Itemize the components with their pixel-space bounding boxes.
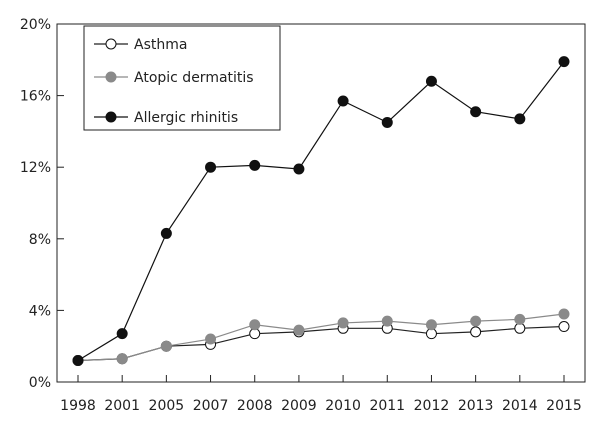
data-point — [514, 113, 526, 125]
x-tick-label: 2011 — [369, 398, 405, 414]
series-layer — [72, 56, 570, 367]
data-point — [425, 75, 437, 87]
series-line — [77, 61, 565, 362]
legend-label: Atopic dermatitis — [134, 70, 254, 86]
data-point — [470, 106, 482, 118]
data-point — [558, 308, 570, 320]
x-tick-label: 2009 — [281, 398, 317, 414]
x-tick-label: 2005 — [149, 398, 185, 414]
legend-marker — [105, 111, 117, 123]
series-line — [77, 325, 565, 362]
x-tick-label: 2001 — [104, 398, 140, 414]
series-line — [77, 313, 565, 362]
data-point — [381, 116, 393, 128]
y-tick-label: 16% — [20, 89, 51, 105]
data-point — [470, 326, 482, 338]
legend-box — [83, 25, 281, 131]
data-point — [116, 328, 128, 340]
legend-entry: Asthma — [94, 37, 187, 53]
data-point — [249, 159, 261, 171]
x-tick-label: 2013 — [458, 398, 494, 414]
data-point — [337, 317, 349, 329]
legend-label: Asthma — [134, 37, 187, 53]
y-tick-label: 12% — [20, 160, 51, 176]
data-point — [116, 353, 128, 365]
legend-entry: Allergic rhinitis — [94, 110, 238, 126]
data-point — [293, 163, 305, 175]
y-tick-label: 20% — [20, 17, 51, 33]
legend-entry: Atopic dermatitis — [94, 70, 254, 86]
x-tick-label: 2014 — [502, 398, 538, 414]
data-point — [425, 319, 437, 331]
legend-marker — [105, 71, 117, 83]
series-asthma — [72, 321, 570, 367]
data-point — [293, 324, 305, 336]
data-point — [558, 56, 570, 68]
plot-frame — [56, 23, 586, 383]
data-point — [160, 340, 172, 352]
data-point — [558, 321, 570, 333]
y-tick-label: 8% — [29, 232, 51, 248]
legend-marker — [105, 38, 117, 50]
x-tick-label: 2008 — [237, 398, 273, 414]
x-axis: 1998 2001 2005 2007 2008 2009 2010 2011 2012 2013… — [60, 375, 582, 414]
series-atopic-dermatitis — [72, 308, 570, 367]
y-axis: 0% 4% 8% 12% 16% 20% — [20, 17, 64, 391]
data-point — [160, 227, 172, 239]
series-allergic-rhinitis — [72, 56, 570, 367]
x-tick-label: 2012 — [414, 398, 450, 414]
legend-label: Allergic rhinitis — [134, 110, 238, 126]
data-point — [249, 319, 261, 331]
data-point — [205, 161, 217, 173]
x-tick-label: 1998 — [60, 398, 96, 414]
data-point — [72, 355, 84, 367]
data-point — [514, 313, 526, 325]
y-tick-label: 0% — [29, 375, 51, 391]
data-point — [337, 95, 349, 107]
y-tick-label: 4% — [29, 303, 51, 319]
data-point — [205, 333, 217, 345]
data-point — [470, 315, 482, 327]
data-point — [381, 315, 393, 327]
x-tick-label: 2015 — [546, 398, 582, 414]
x-tick-label: 2010 — [325, 398, 361, 414]
legend: Asthma Atopic dermatitis Allergic rhinitis — [83, 25, 281, 131]
x-tick-label: 2007 — [193, 398, 229, 414]
